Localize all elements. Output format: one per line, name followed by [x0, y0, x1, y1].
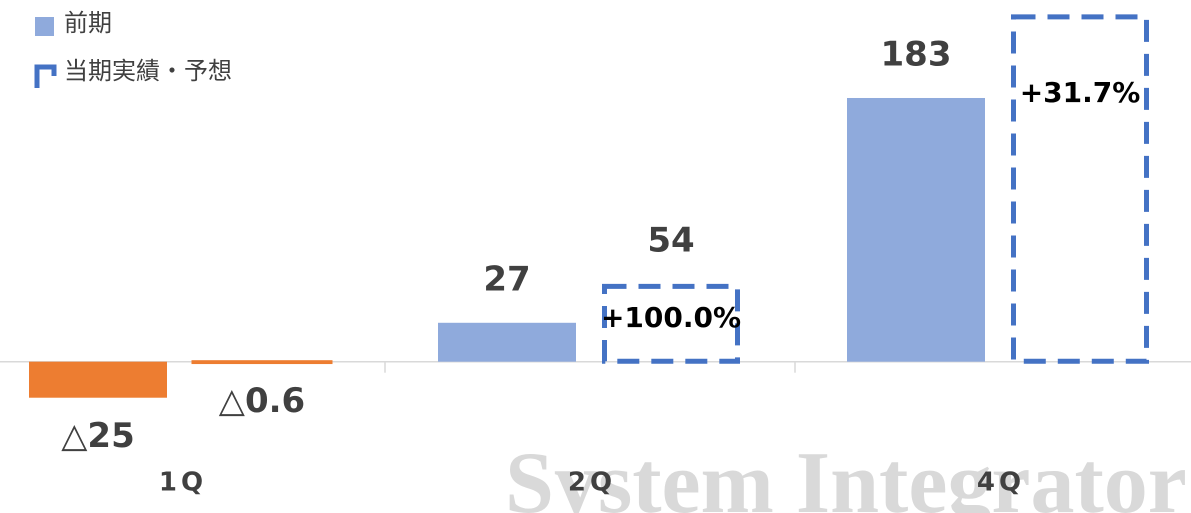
bar: [602, 283, 740, 364]
x-tick-label: 2Q: [568, 468, 616, 498]
bar: [1011, 14, 1149, 364]
bar: [191, 360, 333, 365]
growth-annotation: +100.0%: [601, 301, 741, 334]
x-tick-label: 1Q: [159, 468, 207, 498]
legend-swatch: [34, 64, 57, 88]
legend-swatch: [35, 17, 54, 36]
data-label: 27: [483, 259, 530, 299]
legend-label: 当期実績・予想: [64, 57, 232, 85]
watermark: System Integrator: [505, 435, 1187, 513]
growth-annotation: +31.7%: [1020, 76, 1141, 109]
bar: [29, 361, 167, 398]
bar: [438, 322, 576, 362]
data-label: △0.6: [219, 381, 305, 421]
legend-label: 前期: [64, 9, 112, 37]
bar: [847, 97, 985, 362]
data-label: 54: [647, 220, 694, 260]
data-label: 183: [881, 34, 952, 74]
x-tick-label: 4Q: [977, 468, 1025, 498]
data-label: △25: [61, 416, 134, 456]
